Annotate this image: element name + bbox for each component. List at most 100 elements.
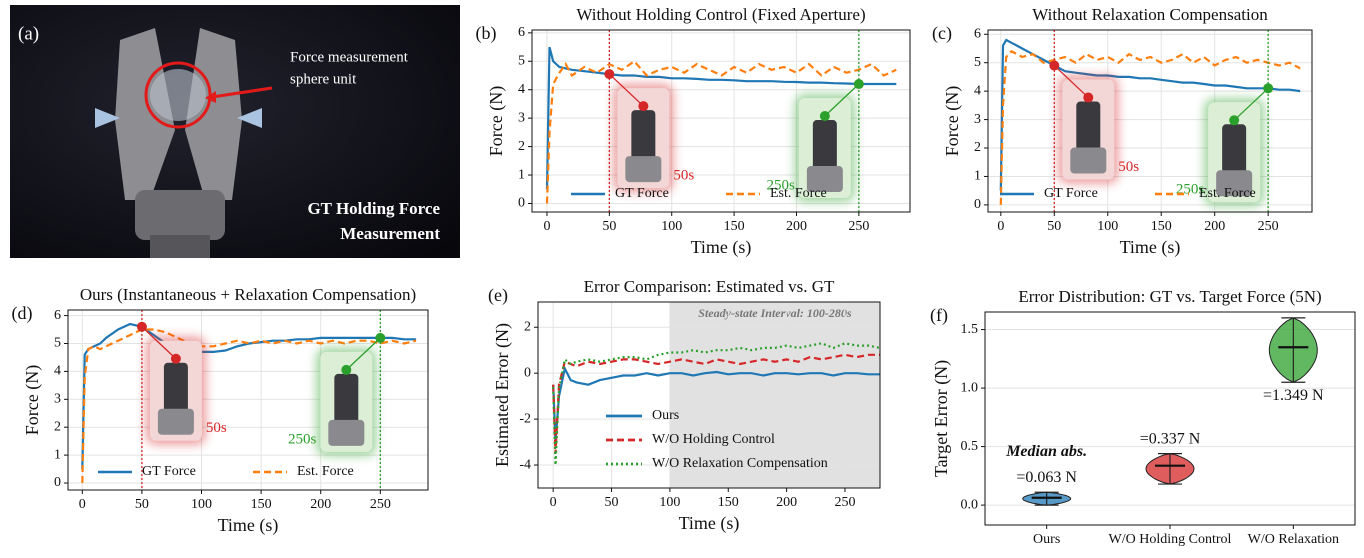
median-label: =0.337 N	[1140, 430, 1201, 447]
x-tick-label: 50	[602, 219, 616, 234]
y-tick-label: 0	[974, 197, 981, 212]
y-tick-label: 5	[974, 55, 981, 70]
x-tick-label: Ours	[1033, 532, 1060, 547]
median-label: =1.349 N	[1263, 387, 1324, 404]
chart-title: Without Relaxation Compensation	[1032, 5, 1268, 24]
y-axis-label: Target Error (N)	[931, 360, 952, 477]
callout-arrow	[211, 86, 273, 99]
x-tick-label: 100	[1097, 219, 1118, 234]
y-tick-label: 2	[518, 139, 525, 154]
x-tick-label: 50	[135, 497, 149, 512]
legend-label: GT Force	[142, 464, 196, 479]
axes-frame	[67, 309, 429, 491]
x-tick-label: 100	[659, 495, 680, 510]
gripper-base	[135, 190, 225, 240]
axes-frame	[987, 29, 1313, 213]
x-axis-label: Time (s)	[679, 513, 740, 534]
x-axis-label: Time (s)	[691, 237, 752, 258]
chart-title: Without Holding Control (Fixed Aperture)	[576, 5, 865, 24]
marker-point	[136, 321, 147, 332]
marker-connector	[824, 83, 860, 117]
y-tick-label: 1.0	[961, 380, 979, 395]
shade-label: Steady-state Interval: 100-280s	[698, 306, 852, 320]
x-tick-label: 0	[543, 219, 550, 234]
y-tick-label: 3	[974, 112, 981, 127]
panel-label: (f)	[930, 305, 948, 326]
series-line	[552, 365, 880, 443]
inset-dot	[170, 353, 181, 364]
marker-connector	[141, 326, 177, 360]
marker-point	[604, 69, 615, 80]
marker-point	[1049, 60, 1060, 71]
inset-dot	[1229, 115, 1240, 126]
panel-label: (a)	[18, 23, 39, 44]
x-tick-label: 50	[1047, 219, 1061, 234]
y-tick-label: 3	[518, 110, 525, 125]
x-tick-label: 200	[776, 495, 797, 510]
legend-label: Est. Force	[297, 464, 354, 479]
legend-label: W/O Holding Control	[652, 432, 775, 447]
series-line	[552, 342, 881, 466]
y-tick-label: 0	[524, 365, 531, 380]
x-tick-label: 250	[370, 497, 391, 512]
inset-dot	[819, 111, 830, 122]
x-tick-label: 0	[79, 497, 86, 512]
y-tick-label: 4	[974, 83, 981, 98]
marker-point	[1263, 83, 1274, 94]
legend-label: Est. Force	[1199, 186, 1256, 201]
marker-label: 50s	[673, 168, 694, 184]
x-tick-label: 250	[848, 219, 869, 234]
chart-title: Error Distribution: GT vs. Target Force …	[1018, 287, 1321, 306]
marker-point	[375, 332, 386, 343]
x-tick-label: 150	[718, 495, 739, 510]
x-tick-label: 0	[550, 495, 557, 510]
marker-connector	[345, 337, 381, 371]
inset-gripper	[625, 156, 662, 183]
y-tick-label: 5	[518, 54, 525, 69]
x-tick-label: 250	[834, 495, 855, 510]
y-tick-label: 6	[518, 25, 525, 40]
inset-dot	[1083, 92, 1094, 103]
y-tick-label: 0	[518, 196, 525, 211]
marker-label: 250s	[288, 431, 317, 447]
chart-title: Error Comparison: Estimated vs. GT	[584, 277, 835, 296]
legend-label: Est. Force	[770, 186, 827, 201]
y-tick-label: 1	[974, 169, 981, 184]
panel-label: (c)	[932, 23, 952, 44]
inset-gripper	[1216, 170, 1253, 197]
axes-frame	[531, 29, 911, 213]
y-tick-label: 2	[974, 140, 981, 155]
marker-label: 250s	[767, 177, 796, 193]
y-tick-label: 4	[518, 82, 525, 97]
y-tick-label: -2	[519, 411, 531, 426]
y-tick-label: 6	[974, 26, 981, 41]
annotation: Median abs.	[1005, 443, 1087, 460]
y-tick-label: 6	[54, 308, 61, 323]
inset-dot	[638, 101, 649, 112]
x-tick-label: 100	[191, 497, 212, 512]
sphere	[150, 69, 206, 121]
y-tick-label: -4	[519, 457, 531, 472]
legend-label: Ours	[652, 408, 679, 423]
series-line	[545, 46, 897, 190]
series-line	[999, 49, 1301, 205]
x-tick-label: 0	[997, 219, 1004, 234]
y-tick-label: 0.0	[961, 497, 979, 512]
y-tick-label: 0	[54, 475, 61, 490]
x-tick-label: W/O Holding Control	[1109, 532, 1232, 547]
photo-caption: GT Holding Force	[307, 199, 440, 218]
photo-panel: (a) Force measurement sphere unit GT Hol…	[10, 5, 460, 258]
arrowhead	[205, 91, 216, 103]
marker-connector	[608, 73, 644, 107]
x-tick-label: 200	[1204, 219, 1225, 234]
y-tick-label: 2	[524, 319, 531, 334]
series-line	[545, 59, 897, 204]
legend-label: GT Force	[615, 186, 669, 201]
marker-label: 50s	[1118, 159, 1139, 175]
y-axis-label: Force (N)	[942, 86, 963, 156]
y-axis-label: Estimated Error (N)	[492, 323, 513, 467]
x-tick-label: 200	[786, 219, 807, 234]
photo-caption: Measurement	[340, 224, 440, 243]
y-tick-label: 3	[54, 392, 61, 407]
y-tick-label: 2	[54, 419, 61, 434]
